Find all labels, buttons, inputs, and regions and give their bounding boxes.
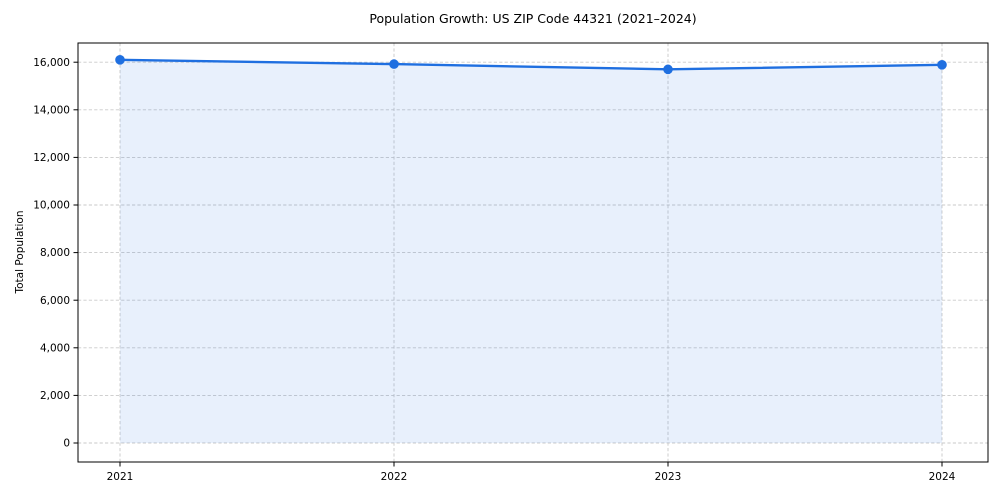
- y-tick-label: 12,000: [33, 152, 70, 164]
- data-point-marker: [663, 64, 673, 75]
- y-tick-label: 2,000: [40, 390, 70, 402]
- y-tick-label: 4,000: [40, 342, 70, 354]
- series-line: [118, 58, 944, 71]
- data-point-marker: [115, 55, 125, 65]
- y-tick-label: 10,000: [33, 200, 70, 212]
- x-tick-label: 2021: [107, 471, 134, 483]
- y-tick-label: 14,000: [33, 104, 70, 116]
- y-tick-label: 6,000: [40, 295, 70, 307]
- chart-title: Population Growth: US ZIP Code 44321 (20…: [369, 11, 697, 26]
- data-point-marker: [389, 59, 399, 69]
- x-tick-label: 2022: [381, 471, 408, 483]
- y-tick-label: 16,000: [33, 57, 70, 69]
- y-tick-label: 8,000: [40, 247, 70, 259]
- x-tick-label: 2024: [929, 471, 956, 483]
- data-point-marker: [937, 60, 947, 70]
- area-fill: [120, 59, 942, 443]
- y-axis-label: Total Population: [14, 210, 26, 294]
- x-tick-label: 2023: [655, 471, 682, 483]
- y-tick-label: 0: [63, 438, 70, 450]
